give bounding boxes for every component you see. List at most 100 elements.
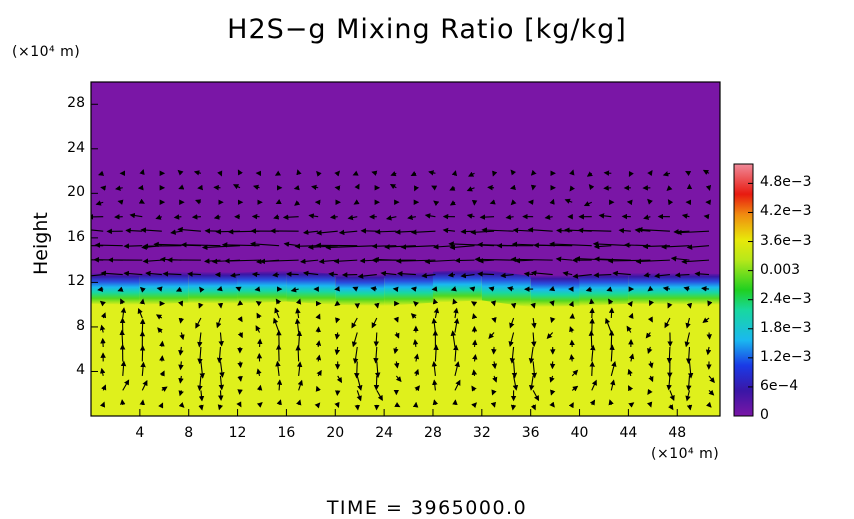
wind-vector bbox=[308, 213, 319, 219]
wind-vector bbox=[99, 401, 106, 408]
wind-vector bbox=[414, 385, 421, 392]
wind-vector bbox=[257, 338, 263, 348]
y-unit-label: (×10⁴ m) bbox=[12, 44, 81, 60]
wind-vector bbox=[488, 286, 495, 292]
wind-vector bbox=[413, 301, 420, 307]
wind-vector bbox=[609, 344, 615, 362]
wind-vector bbox=[393, 346, 399, 355]
wind-vector bbox=[120, 307, 127, 319]
wind-vector bbox=[610, 360, 617, 377]
wind-vector bbox=[708, 375, 715, 384]
wind-vector bbox=[647, 316, 653, 323]
wind-vector bbox=[275, 360, 281, 376]
wind-vector bbox=[569, 354, 575, 362]
wind-vector bbox=[683, 286, 690, 292]
wind-vector bbox=[274, 307, 280, 319]
wind-vector bbox=[471, 385, 477, 392]
wind-vector bbox=[356, 390, 362, 402]
wind-vector bbox=[218, 390, 224, 401]
x-tick-label: 32 bbox=[472, 425, 491, 441]
wind-vector bbox=[628, 402, 635, 408]
wind-vector bbox=[338, 229, 358, 236]
wind-vector bbox=[139, 286, 146, 293]
wind-vector bbox=[549, 198, 555, 205]
wind-vector bbox=[218, 332, 224, 347]
wind-vector bbox=[491, 361, 498, 370]
wind-vector bbox=[511, 361, 518, 379]
wind-vector bbox=[492, 170, 498, 177]
wind-vector bbox=[433, 200, 440, 207]
wind-vector bbox=[662, 286, 671, 292]
wind-vector bbox=[329, 214, 338, 220]
wind-vector bbox=[413, 353, 420, 362]
wind-vector bbox=[123, 243, 143, 249]
wind-vector bbox=[155, 314, 163, 320]
wind-vector bbox=[628, 385, 634, 392]
x-tick-label: 8 bbox=[184, 425, 194, 441]
wind-vector bbox=[274, 170, 282, 176]
wind-vector bbox=[213, 214, 221, 220]
x-tick-label: 4 bbox=[135, 425, 145, 441]
wind-vector bbox=[177, 169, 184, 176]
wind-vector bbox=[662, 171, 671, 177]
wind-vector bbox=[549, 241, 592, 247]
wind-vector bbox=[530, 302, 536, 309]
wind-vector bbox=[316, 170, 322, 177]
wind-vector bbox=[390, 171, 397, 177]
wind-vector bbox=[178, 402, 185, 408]
wind-vector bbox=[550, 389, 556, 396]
wind-vector bbox=[302, 270, 319, 277]
wind-vector bbox=[593, 272, 612, 278]
wind-vector bbox=[300, 258, 319, 265]
wind-vector bbox=[156, 286, 163, 292]
wind-vector bbox=[99, 367, 106, 377]
wind-vector bbox=[548, 285, 556, 292]
wind-vector bbox=[544, 214, 553, 220]
wind-vector bbox=[636, 226, 670, 233]
wind-vector bbox=[198, 390, 205, 402]
wind-vector bbox=[474, 256, 514, 263]
wind-vector bbox=[649, 299, 655, 307]
wind-vector bbox=[647, 198, 653, 205]
wind-vector bbox=[353, 199, 360, 205]
wind-vector bbox=[453, 307, 459, 319]
wind-vector bbox=[237, 169, 243, 176]
wind-vector bbox=[100, 312, 107, 319]
wind-vector bbox=[335, 317, 341, 324]
wind-vector bbox=[549, 300, 555, 307]
wind-vector bbox=[667, 302, 673, 309]
wind-vector bbox=[129, 212, 143, 219]
wind-vector bbox=[138, 198, 145, 204]
wind-vector bbox=[371, 317, 378, 329]
wind-vector bbox=[648, 361, 654, 369]
wind-vector bbox=[370, 286, 377, 292]
wind-vector bbox=[252, 184, 260, 191]
wind-vector bbox=[608, 399, 614, 406]
wind-vector bbox=[628, 353, 635, 362]
wind-vector bbox=[376, 390, 383, 402]
wind-vector bbox=[373, 332, 380, 347]
wind-vector bbox=[296, 399, 302, 406]
wind-vector bbox=[100, 270, 123, 277]
wind-vector bbox=[334, 332, 341, 340]
wind-vector bbox=[217, 302, 224, 309]
wind-vector bbox=[254, 286, 261, 292]
wind-vector bbox=[589, 318, 595, 333]
wind-vector bbox=[471, 402, 478, 409]
transition-band bbox=[188, 271, 238, 304]
wind-vector bbox=[385, 215, 397, 221]
wind-vector bbox=[97, 286, 104, 292]
chart-title: H2S−g Mixing Ratio [kg/kg] bbox=[227, 14, 627, 45]
wind-vector bbox=[466, 213, 475, 219]
wind-vector bbox=[628, 312, 634, 319]
wind-vector bbox=[334, 346, 341, 356]
wind-vector bbox=[491, 389, 497, 396]
wind-vector bbox=[685, 346, 692, 365]
wind-vector bbox=[605, 317, 612, 333]
colorbar-tick-label: 4.8e−3 bbox=[760, 174, 812, 191]
wind-vector bbox=[219, 361, 225, 378]
wind-vector bbox=[400, 244, 436, 250]
wind-vector bbox=[449, 244, 475, 251]
wind-vector bbox=[333, 258, 358, 264]
